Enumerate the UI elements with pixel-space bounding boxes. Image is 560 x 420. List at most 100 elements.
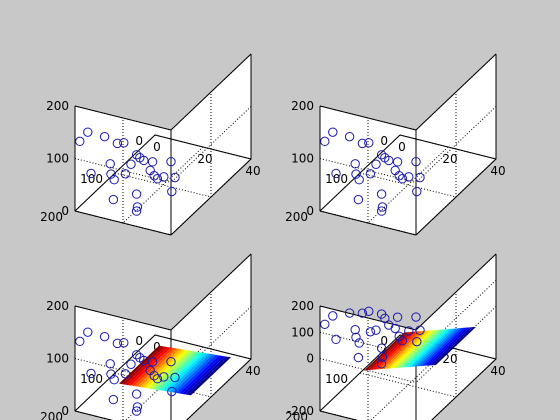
box-edge (415, 53, 497, 131)
side-wall-pane (416, 54, 496, 235)
scatter-point (132, 202, 143, 212)
scatter-point (351, 332, 361, 343)
scatter-point (404, 326, 414, 336)
z-tick-label: 200 (46, 99, 69, 113)
scatter-point (120, 169, 131, 179)
scatter-point (376, 150, 387, 160)
y-tick-label: 100 (325, 372, 348, 386)
scatter-point (126, 159, 136, 169)
x-grid-floor (367, 146, 449, 224)
z-tick-label: 100 (46, 352, 69, 366)
scatter-point (131, 150, 142, 160)
scatter-point (404, 172, 414, 182)
scatter-point (105, 159, 115, 169)
box-edge (319, 305, 417, 331)
scatter-point (320, 136, 330, 147)
surface-patch (173, 354, 216, 393)
scatter-point (108, 394, 119, 405)
box-edge (170, 53, 252, 131)
scatter-point (328, 311, 338, 321)
y-tick-label: 0 (135, 334, 143, 348)
z-tick-label: 100 (291, 152, 314, 166)
box-edge (415, 158, 497, 236)
scatter-point (354, 338, 364, 348)
box-edge (74, 305, 172, 331)
surface-patch (424, 327, 467, 366)
surface-patch (409, 328, 452, 367)
scatter-point (149, 171, 159, 181)
z-tick-label: 200 (291, 99, 314, 113)
y-tick-label: 0 (380, 334, 388, 348)
scatter-point (353, 194, 364, 205)
surface-patch (143, 349, 186, 388)
scatter-point (166, 356, 176, 367)
surface-patch (364, 332, 407, 371)
box-edge (170, 158, 252, 236)
scatter-point (371, 159, 381, 169)
surface-patch (125, 346, 168, 386)
scatter-point (364, 138, 374, 148)
z-tick-label: 0 (306, 204, 314, 218)
z-grid-side (415, 106, 497, 183)
surface-patch (367, 332, 410, 371)
scatter-point (99, 331, 110, 342)
x-tick-label: 0 (153, 340, 161, 354)
scatter-point (357, 138, 368, 149)
scatter-point (131, 389, 142, 399)
surface-patch (421, 327, 464, 367)
surface-patch (406, 328, 449, 368)
scatter-point (354, 175, 364, 185)
scatter-point (377, 352, 388, 362)
z-tick-label: 200 (291, 299, 314, 313)
scatter-point (112, 138, 123, 149)
x-tick-label: 0 (153, 140, 161, 154)
surface-patch (158, 351, 201, 391)
scatter-point (377, 202, 388, 212)
scatter-point (83, 127, 93, 137)
surface-patch (430, 327, 473, 366)
scatter-point (152, 374, 163, 384)
x-grid-floor (122, 146, 204, 224)
scatter-point (166, 156, 176, 167)
scatter-point (376, 206, 387, 216)
y-tick-label: 200 (40, 210, 63, 224)
scatter-point (331, 334, 341, 345)
box-edge (431, 358, 497, 420)
scatter-point (328, 127, 338, 137)
scatter-point (415, 325, 425, 335)
surface-patch (400, 329, 443, 368)
scatter-point (86, 168, 96, 179)
x-tick-label: 40 (490, 364, 505, 378)
z-grid-side (415, 279, 497, 357)
box-edge (319, 105, 417, 131)
box-edge (74, 105, 172, 131)
y-tick-label: 0 (135, 134, 143, 148)
surface-patch (397, 329, 440, 368)
scatter-point (105, 359, 115, 369)
scatter-point (159, 172, 169, 182)
z-tick-label: 100 (291, 325, 314, 339)
surface-patch (370, 331, 413, 371)
box-edge (186, 358, 252, 420)
z-grid-side (170, 306, 252, 383)
scatter-point (170, 172, 180, 183)
box-edge (415, 253, 497, 331)
scatter-point (83, 327, 93, 337)
scatter-point (357, 308, 368, 318)
scatter-point (170, 372, 180, 383)
surface-patch (382, 330, 425, 370)
z-tick-label: 100 (46, 152, 69, 166)
surface-patch (433, 326, 476, 366)
scatter-point (119, 338, 129, 348)
scatter-point (351, 169, 361, 179)
box-edge (170, 253, 252, 331)
surface-patch (427, 327, 470, 366)
z-grid-side (415, 306, 497, 383)
scatter-point (167, 186, 177, 197)
scatter-point (376, 359, 387, 369)
surface-patch (161, 352, 204, 391)
scatter-point (376, 189, 387, 199)
